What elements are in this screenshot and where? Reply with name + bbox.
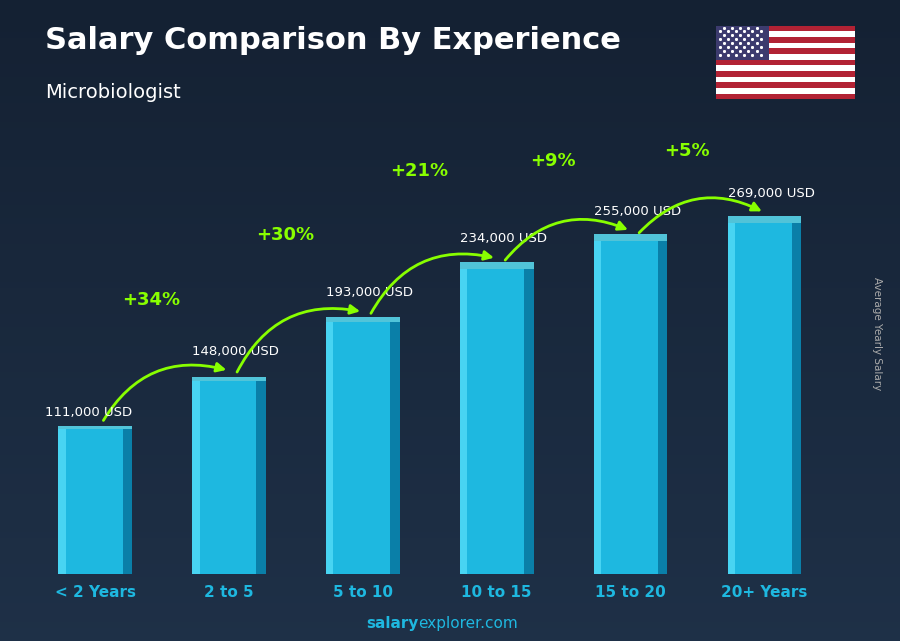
- Bar: [193, 381, 266, 574]
- Text: +9%: +9%: [530, 151, 576, 170]
- Bar: [727, 223, 801, 574]
- Bar: [716, 71, 855, 77]
- Bar: [390, 322, 400, 574]
- Bar: [716, 94, 855, 99]
- Bar: [727, 223, 735, 574]
- Bar: [716, 31, 855, 37]
- Text: Average Yearly Salary: Average Yearly Salary: [872, 277, 883, 390]
- Text: Microbiologist: Microbiologist: [45, 83, 181, 103]
- Text: Salary Comparison By Experience: Salary Comparison By Experience: [45, 26, 621, 54]
- Bar: [58, 429, 132, 574]
- Bar: [716, 37, 855, 43]
- Text: 148,000 USD: 148,000 USD: [193, 344, 279, 358]
- Text: 193,000 USD: 193,000 USD: [326, 286, 413, 299]
- Text: 269,000 USD: 269,000 USD: [727, 187, 814, 199]
- Bar: [727, 216, 801, 223]
- Bar: [460, 262, 534, 269]
- Bar: [594, 242, 667, 574]
- Text: +30%: +30%: [256, 226, 314, 244]
- Bar: [716, 54, 855, 60]
- Bar: [716, 26, 769, 60]
- Bar: [122, 429, 132, 574]
- Bar: [326, 322, 400, 574]
- Bar: [716, 60, 855, 65]
- Bar: [792, 223, 801, 574]
- Bar: [716, 43, 855, 48]
- Bar: [193, 381, 200, 574]
- Bar: [658, 242, 667, 574]
- Bar: [58, 426, 132, 429]
- Bar: [716, 82, 855, 88]
- Bar: [716, 88, 855, 94]
- Text: 234,000 USD: 234,000 USD: [460, 232, 547, 246]
- Bar: [594, 235, 667, 242]
- Text: 255,000 USD: 255,000 USD: [594, 205, 680, 218]
- Bar: [58, 429, 66, 574]
- Bar: [326, 317, 400, 322]
- Text: +34%: +34%: [122, 291, 181, 309]
- Bar: [716, 48, 855, 54]
- Text: salary: salary: [366, 617, 418, 631]
- Bar: [256, 381, 266, 574]
- Bar: [594, 242, 601, 574]
- Bar: [524, 269, 534, 574]
- Text: +5%: +5%: [664, 142, 709, 160]
- Bar: [193, 376, 266, 381]
- Bar: [716, 77, 855, 82]
- Text: explorer.com: explorer.com: [418, 617, 518, 631]
- Bar: [716, 26, 855, 31]
- Bar: [460, 269, 534, 574]
- Text: 111,000 USD: 111,000 USD: [45, 406, 132, 419]
- Bar: [460, 269, 467, 574]
- Bar: [716, 65, 855, 71]
- Text: +21%: +21%: [390, 162, 448, 180]
- Bar: [326, 322, 334, 574]
